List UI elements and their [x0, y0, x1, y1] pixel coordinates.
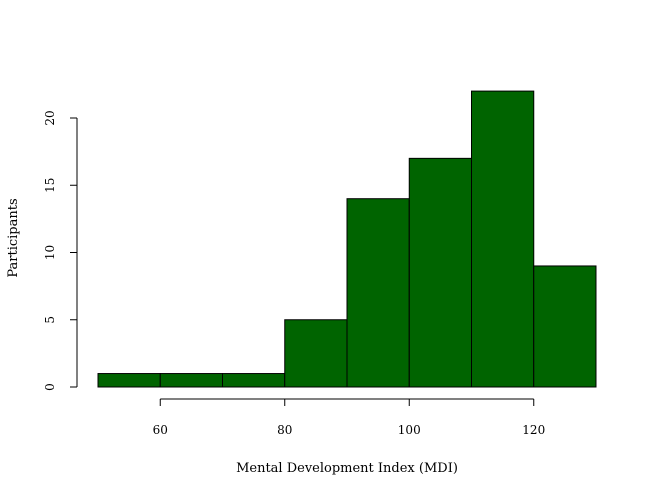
y-tick-label: 20 [43, 110, 57, 125]
y-tick-label: 5 [43, 316, 57, 324]
x-tick-label: 60 [153, 423, 168, 437]
histogram-bar [97, 373, 161, 388]
x-axis: 60 80 100 120 [153, 398, 545, 437]
y-axis-label: Participants [6, 198, 21, 277]
histogram-bar [408, 157, 472, 388]
histogram-bar [346, 198, 410, 388]
x-tick-label: 100 [398, 423, 421, 437]
histogram-bar [533, 265, 597, 388]
histogram-bar [471, 90, 535, 388]
histogram-bar [284, 319, 348, 388]
x-tick-label: 80 [277, 423, 292, 437]
histogram-bars [97, 90, 597, 388]
y-axis: 0 5 10 15 20 [43, 110, 78, 391]
x-tick-label: 120 [522, 423, 545, 437]
y-tick-label: 0 [43, 383, 57, 391]
x-axis-label: Mental Development Index (MDI) [236, 461, 458, 476]
y-tick-label: 10 [43, 245, 57, 260]
y-tick-label: 15 [43, 178, 57, 193]
histogram-bar [222, 373, 286, 388]
histogram-bar [159, 373, 223, 388]
